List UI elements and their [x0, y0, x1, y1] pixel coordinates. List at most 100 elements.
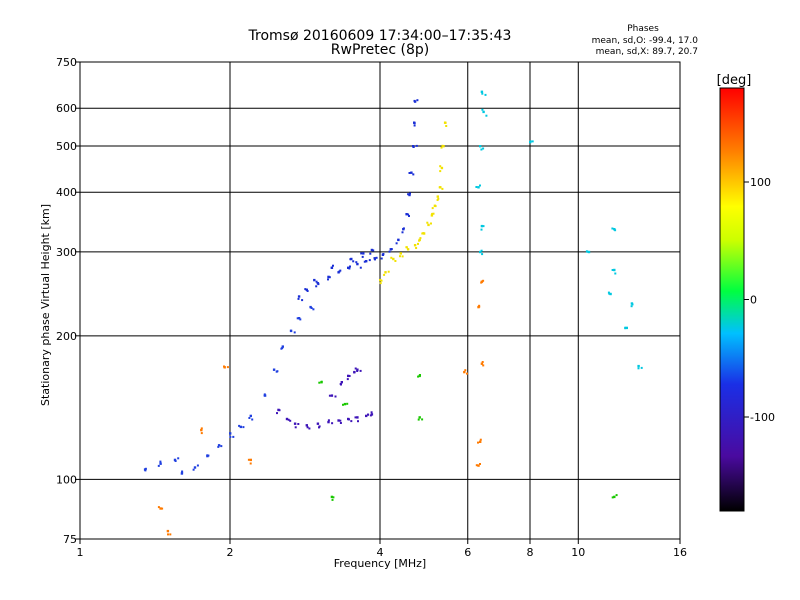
data-point	[296, 317, 299, 320]
data-point	[482, 225, 485, 228]
data-point	[247, 458, 250, 461]
stats-o-mode: mean, sd,O: -99.4, 17.0	[592, 36, 699, 46]
grid-lines	[80, 62, 680, 539]
data-point	[369, 252, 372, 255]
data-point	[238, 424, 241, 427]
data-point	[477, 464, 480, 467]
data-points	[143, 90, 643, 536]
y-tick-label: 100	[56, 473, 77, 486]
data-point	[407, 213, 410, 216]
data-point	[397, 238, 400, 241]
data-point	[297, 295, 301, 298]
data-point	[427, 223, 430, 227]
data-point	[310, 307, 313, 309]
data-point	[239, 425, 242, 429]
data-point	[276, 412, 278, 415]
data-point	[343, 402, 347, 406]
data-point	[308, 427, 311, 430]
data-point	[350, 420, 353, 423]
data-point	[482, 364, 485, 367]
data-point	[177, 457, 180, 460]
data-point	[380, 257, 383, 260]
data-point	[339, 422, 342, 424]
data-point	[394, 260, 397, 262]
data-point	[480, 362, 484, 365]
chart-title: Tromsø 20160609 17:34:00–17:35:43	[248, 28, 512, 44]
data-point	[479, 440, 482, 443]
data-point	[200, 428, 203, 432]
data-point	[359, 266, 362, 269]
data-point	[361, 255, 364, 258]
y-tick-label: 750	[56, 56, 77, 69]
data-point	[157, 464, 160, 467]
data-point	[480, 228, 483, 231]
data-point	[226, 366, 229, 369]
data-point	[248, 417, 251, 419]
data-point	[297, 317, 301, 320]
data-point	[367, 413, 370, 416]
data-point	[466, 372, 468, 375]
data-point	[380, 279, 383, 282]
data-point	[615, 494, 618, 497]
data-point	[426, 221, 429, 224]
data-point	[372, 249, 375, 252]
data-point	[611, 227, 614, 230]
data-point	[405, 213, 408, 216]
data-point	[365, 260, 368, 263]
data-point	[586, 250, 589, 253]
data-point	[217, 444, 221, 447]
data-point	[159, 507, 162, 510]
data-point	[272, 368, 276, 371]
x-axis-label: Frequency [MHz]	[334, 557, 426, 570]
data-point	[419, 374, 421, 376]
data-point	[608, 292, 611, 295]
data-point	[637, 364, 640, 368]
data-point	[436, 199, 439, 201]
data-point	[334, 395, 337, 398]
data-point	[289, 419, 292, 422]
data-point	[206, 454, 209, 457]
data-point	[229, 435, 232, 438]
data-point	[207, 454, 210, 457]
data-point	[418, 239, 421, 242]
data-point	[281, 345, 284, 348]
data-point	[413, 124, 416, 127]
data-point	[144, 469, 147, 472]
data-point	[613, 495, 616, 499]
data-point	[316, 282, 319, 284]
data-point	[340, 381, 343, 384]
data-point	[480, 90, 484, 93]
data-point	[401, 255, 404, 258]
data-point	[356, 368, 359, 371]
data-point	[232, 435, 235, 438]
data-point	[379, 278, 382, 282]
data-point	[338, 270, 341, 273]
data-point	[408, 215, 410, 217]
data-point	[328, 276, 331, 279]
data-point	[312, 308, 315, 311]
data-point	[434, 205, 437, 208]
data-point	[390, 248, 393, 251]
x-tick-label: 2	[227, 546, 234, 559]
data-point	[418, 416, 421, 419]
data-point	[480, 148, 483, 151]
data-point	[480, 249, 483, 252]
y-axis: 75 100 200 300 400 500 600 750	[56, 56, 80, 546]
data-point	[413, 99, 416, 102]
data-point	[395, 242, 398, 245]
data-point	[413, 244, 417, 247]
data-point	[480, 224, 484, 228]
data-point	[484, 93, 487, 96]
y-tick-label: 75	[63, 533, 77, 546]
data-point	[287, 418, 290, 421]
data-point	[370, 411, 373, 414]
data-point	[481, 361, 484, 363]
data-point	[330, 495, 334, 499]
x-tick-label: 8	[527, 546, 534, 559]
data-point	[327, 278, 329, 281]
data-point	[407, 193, 410, 196]
data-point	[625, 326, 628, 330]
data-point	[406, 248, 410, 251]
data-point	[229, 432, 232, 435]
data-point	[347, 374, 350, 378]
